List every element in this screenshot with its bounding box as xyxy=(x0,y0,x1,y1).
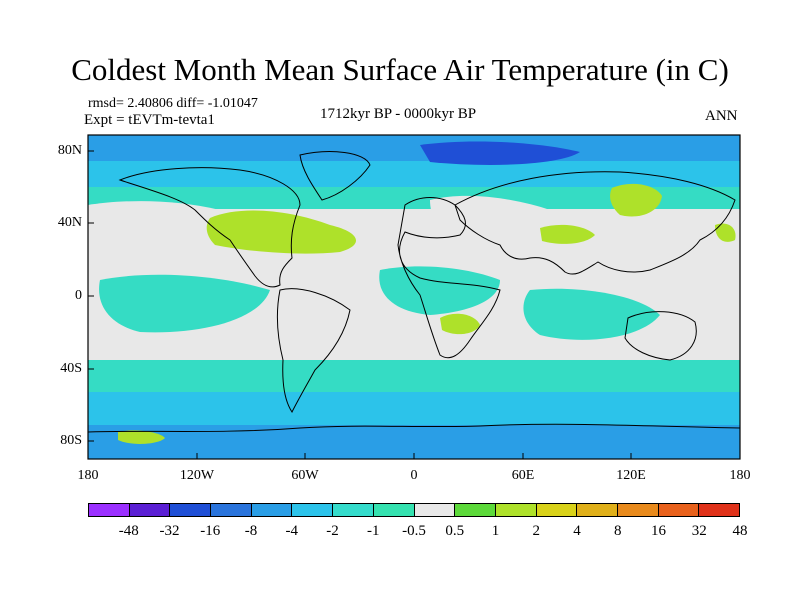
x-tick-label: 180 xyxy=(729,468,751,483)
colorbar-swatch xyxy=(658,504,700,516)
colorbar-label: -8 xyxy=(244,523,258,539)
y-tick-label: 40S xyxy=(60,361,82,376)
central-asia-neutral xyxy=(430,195,553,250)
colorbar-swatch xyxy=(333,504,374,516)
south-america-coast xyxy=(276,288,351,413)
colorbar-label: 16 xyxy=(651,523,666,539)
colorbar-label: 4 xyxy=(573,523,581,539)
colorbar-swatch xyxy=(211,504,252,516)
south-ocean-band xyxy=(88,360,740,392)
mongolia-warm xyxy=(610,183,662,217)
colorbar-label: 48 xyxy=(732,523,748,539)
colorbar-swatch xyxy=(495,504,537,516)
colorbar-swatch xyxy=(89,504,130,516)
colorbar-label: -1 xyxy=(367,523,380,539)
colorbar-label: 0.5 xyxy=(445,523,465,539)
x-tick-label: 0 xyxy=(410,468,418,483)
north-america-coast xyxy=(118,167,301,288)
antarctic-warm xyxy=(118,430,165,444)
stats-label: rmsd= 2.40806 diff= -1.01047 xyxy=(88,96,258,111)
colorbar-swatch xyxy=(251,504,293,516)
colorbar-swatch xyxy=(292,504,334,516)
colorbar-label: 2 xyxy=(532,523,541,539)
colorbar-label: -0.5 xyxy=(402,523,426,539)
x-tick-label: 60E xyxy=(511,468,535,483)
colorbar-label: -32 xyxy=(159,523,180,539)
colorbar-label: -4 xyxy=(285,523,299,539)
period-label: 1712kyr BP - 0000kyr BP xyxy=(320,106,477,122)
colorbar-label: 1 xyxy=(491,523,500,539)
north-atlantic-neutral xyxy=(88,201,226,264)
experiment-label: Expt = tEVTm-tevta1 xyxy=(84,112,215,128)
colorbar-label: -2 xyxy=(326,523,339,539)
colorbar-swatch xyxy=(170,504,212,516)
colorbar xyxy=(88,503,740,517)
europe-africa-coast xyxy=(397,197,501,359)
colorbar-label: -48 xyxy=(118,523,139,539)
colorbar-label: 8 xyxy=(614,523,622,539)
colorbar-swatch xyxy=(455,504,496,516)
indian-ocean-cool xyxy=(523,288,660,340)
y-tick-label: 80N xyxy=(57,143,82,158)
north-america-warm xyxy=(206,210,357,254)
axis-ticks xyxy=(88,150,632,459)
arctic-band-deep xyxy=(88,135,740,161)
x-tick-label: 60W xyxy=(291,468,319,483)
colorbar-swatch xyxy=(414,504,456,516)
southern-africa-warm xyxy=(440,313,480,335)
greenland-coast xyxy=(299,151,371,201)
x-tick-label: 120W xyxy=(179,468,215,483)
colorbar-label: 32 xyxy=(691,523,707,539)
colorbar-swatch xyxy=(617,504,659,516)
china-warm xyxy=(540,224,595,244)
antarctica-coast xyxy=(87,423,741,433)
colorbar-swatch xyxy=(536,504,578,516)
colorbar-swatch xyxy=(699,504,739,516)
colorbar-swatch xyxy=(129,504,171,516)
season-label: ANN xyxy=(705,108,738,124)
tropical-pacific-cool xyxy=(99,274,271,333)
x-tick-label: 120E xyxy=(616,468,646,483)
colorbar-swatch xyxy=(577,504,618,516)
y-tick-label: 80S xyxy=(60,433,82,448)
map-field xyxy=(88,135,740,459)
y-tick-label: 0 xyxy=(75,288,82,303)
map-title: Coldest Month Mean Surface Air Temperatu… xyxy=(71,52,729,87)
colorbar-swatch xyxy=(373,504,415,516)
siberia-cold xyxy=(420,141,580,165)
coastlines xyxy=(87,151,741,433)
colorbar-label: -16 xyxy=(200,523,221,539)
y-tick-label: 40N xyxy=(57,215,82,230)
japan-warm xyxy=(715,223,736,242)
asia-coast xyxy=(454,171,736,275)
north-midlat-band xyxy=(88,187,740,209)
x-tick-label: 180 xyxy=(77,468,99,483)
australia-coast xyxy=(624,311,697,361)
